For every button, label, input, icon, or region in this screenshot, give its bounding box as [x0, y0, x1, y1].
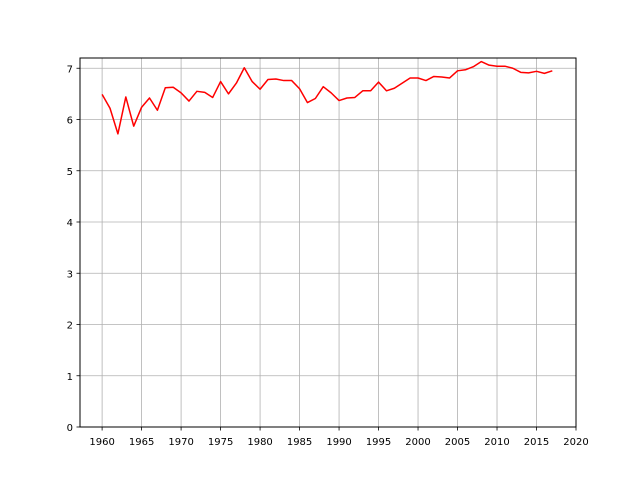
x-tick-label: 1980	[247, 437, 272, 448]
y-axis: 0 1 2 3 4 5 6 7	[67, 64, 80, 434]
grid-lines	[80, 58, 577, 428]
x-tick-label: 1975	[208, 437, 233, 448]
y-tick-label: 1	[67, 372, 73, 383]
x-tick-label: 1965	[129, 437, 154, 448]
y-tick-label: 6	[67, 116, 73, 127]
y-tick-label: 3	[67, 269, 73, 280]
x-tick-label: 1990	[326, 437, 351, 448]
x-tick-label: 2005	[445, 437, 470, 448]
y-tick-label: 7	[67, 64, 73, 75]
x-tick-label: 1970	[168, 437, 193, 448]
x-tick-label: 2015	[524, 437, 549, 448]
plot-area-frame	[79, 57, 577, 428]
x-tick-label: 1985	[287, 437, 312, 448]
y-tick-label: 4	[67, 218, 73, 229]
x-tick-label: 1960	[89, 437, 114, 448]
y-tick-label: 5	[67, 167, 73, 178]
series-line	[101, 60, 553, 135]
x-tick-label: 2020	[563, 437, 588, 448]
x-axis: 1960 1965 1970 1975 1980 1985 1990 1995 2000 2005…	[89, 427, 589, 448]
x-tick-label: 1995	[366, 437, 391, 448]
series-layer	[101, 60, 553, 135]
x-tick-label: 2010	[484, 437, 509, 448]
y-tick-label: 2	[67, 321, 73, 332]
y-tick-label: 0	[67, 423, 73, 434]
x-tick-label: 2000	[405, 437, 430, 448]
